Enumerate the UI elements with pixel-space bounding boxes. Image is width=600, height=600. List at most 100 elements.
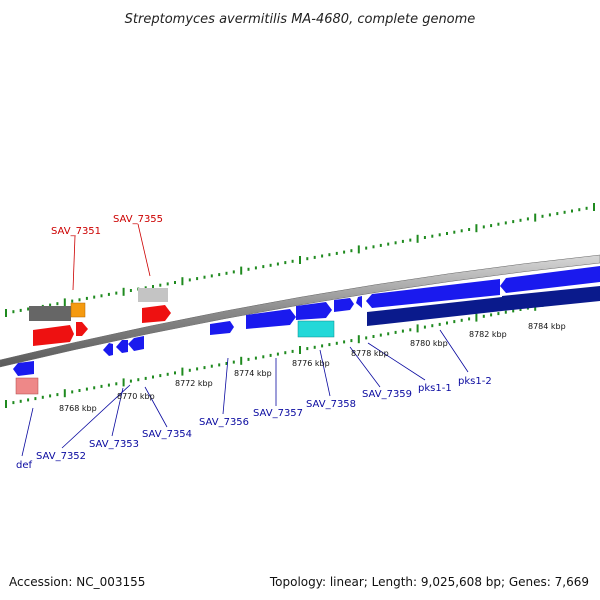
minor-tick xyxy=(365,336,368,340)
minor-tick xyxy=(144,376,147,380)
gene-pks1-1-reverse-block[interactable] xyxy=(367,297,502,326)
gene-sav-7358-arrow[interactable] xyxy=(296,302,332,320)
major-tick xyxy=(475,224,478,233)
minor-tick xyxy=(585,206,588,210)
minor-tick xyxy=(269,263,272,267)
major-tick xyxy=(122,378,125,387)
rna-pseudo-block[interactable] xyxy=(15,377,39,395)
major-tick xyxy=(357,245,360,254)
gene-sav-7357-arrow[interactable] xyxy=(246,309,296,329)
minor-tick xyxy=(453,230,456,234)
minor-tick xyxy=(313,255,316,259)
rna-sav-7355-arrow[interactable] xyxy=(142,305,171,323)
minor-tick xyxy=(423,325,426,329)
rna-arrow-red[interactable] xyxy=(33,325,74,346)
minor-tick xyxy=(394,241,397,245)
gene-label-sav-7351[interactable]: SAV_7351 xyxy=(51,226,101,237)
gene-labels: SAV_7351 SAV_7355 def SAV_7352 SAV_7353 … xyxy=(16,214,492,471)
minor-tick xyxy=(460,318,463,322)
gene-sav-7353-arrow[interactable] xyxy=(116,340,128,353)
minor-tick xyxy=(225,271,228,275)
minor-tick xyxy=(328,253,331,257)
gene-pks1-1-arrow[interactable] xyxy=(366,279,500,308)
major-tick xyxy=(357,335,360,344)
minor-tick xyxy=(276,352,279,356)
major-tick xyxy=(299,256,301,264)
minor-tick xyxy=(137,378,140,382)
major-tick xyxy=(5,309,7,317)
minor-tick xyxy=(431,234,434,238)
gene-sav-7358-cyan-block[interactable] xyxy=(297,320,335,338)
gene-pks1-2-arrow[interactable] xyxy=(500,266,600,293)
gene-def-arrow[interactable] xyxy=(13,361,34,376)
gene-label-sav-7356[interactable]: SAV_7356 xyxy=(199,417,249,428)
gene-label-sav-7358[interactable]: SAV_7358 xyxy=(306,399,356,410)
gene-sav-7352-arrow[interactable] xyxy=(103,343,113,356)
minor-tick xyxy=(129,379,132,383)
gene-sav-7351-block[interactable] xyxy=(29,306,71,321)
minor-tick xyxy=(438,233,441,237)
gene-label-sav-7355[interactable]: SAV_7355 xyxy=(113,214,163,225)
gene-orange-block[interactable] xyxy=(70,302,86,318)
gene-label-sav-7357[interactable]: SAV_7357 xyxy=(253,408,303,419)
minor-tick xyxy=(188,278,191,282)
gene-small-arrow[interactable] xyxy=(356,296,362,308)
minor-tick xyxy=(504,310,507,314)
major-tick xyxy=(122,287,125,296)
minor-tick xyxy=(71,299,74,303)
minor-tick xyxy=(210,274,213,278)
minor-tick xyxy=(343,250,346,254)
minor-tick xyxy=(468,317,471,321)
minor-tick xyxy=(12,310,15,314)
gene-sav-7355-block[interactable] xyxy=(138,288,168,302)
minor-tick xyxy=(365,246,368,250)
scale-label: 8776 kbp xyxy=(292,359,330,368)
gene-label-sav-7354[interactable]: SAV_7354 xyxy=(142,429,192,440)
minor-tick xyxy=(27,307,30,311)
minor-tick xyxy=(203,366,206,370)
minor-tick xyxy=(541,214,544,218)
upper-tick-row xyxy=(5,203,595,317)
gene-sav-7359-arrow[interactable] xyxy=(334,298,354,312)
minor-tick xyxy=(166,282,169,286)
minor-tick xyxy=(27,398,30,402)
minor-tick xyxy=(460,229,463,233)
gene-sav-7354-arrow[interactable] xyxy=(128,336,144,351)
minor-tick xyxy=(78,389,81,392)
major-tick xyxy=(416,234,419,243)
minor-tick xyxy=(291,349,294,353)
gene-label-sav-7352[interactable]: SAV_7352 xyxy=(36,451,86,462)
minor-tick xyxy=(34,397,37,401)
minor-tick xyxy=(254,266,257,270)
gene-label-sav-7359[interactable]: SAV_7359 xyxy=(362,389,412,400)
scale-label: 8778 kbp xyxy=(351,349,389,358)
minor-tick xyxy=(218,363,221,367)
minor-tick xyxy=(482,225,485,229)
minor-tick xyxy=(497,312,500,316)
minor-tick xyxy=(129,289,132,292)
minor-tick xyxy=(284,261,287,265)
gene-label-pks1-1[interactable]: pks1-1 xyxy=(418,383,452,394)
minor-tick xyxy=(482,314,485,318)
minor-tick xyxy=(343,340,346,344)
gene-sav-7356-arrow[interactable] xyxy=(210,321,234,335)
minor-tick xyxy=(188,368,191,372)
minor-tick xyxy=(144,286,147,290)
minor-tick xyxy=(512,220,515,224)
minor-tick xyxy=(232,270,235,274)
minor-tick xyxy=(321,254,324,258)
major-tick xyxy=(181,367,184,376)
gene-pks1-2-reverse-block[interactable] xyxy=(502,286,600,311)
gene-label-pks1-2[interactable]: pks1-2 xyxy=(458,376,492,387)
gene-label-def[interactable]: def xyxy=(16,460,33,471)
minor-tick xyxy=(107,292,110,296)
minor-tick xyxy=(512,309,515,313)
major-tick xyxy=(593,203,595,211)
gene-label-sav-7353[interactable]: SAV_7353 xyxy=(89,439,139,450)
rna-arrow-red-small[interactable] xyxy=(76,322,88,336)
minor-tick xyxy=(387,332,390,336)
genome-summary-text: Topology: linear; Length: 9,025,608 bp; … xyxy=(269,575,589,589)
minor-tick xyxy=(321,344,324,348)
minor-tick xyxy=(446,232,448,235)
